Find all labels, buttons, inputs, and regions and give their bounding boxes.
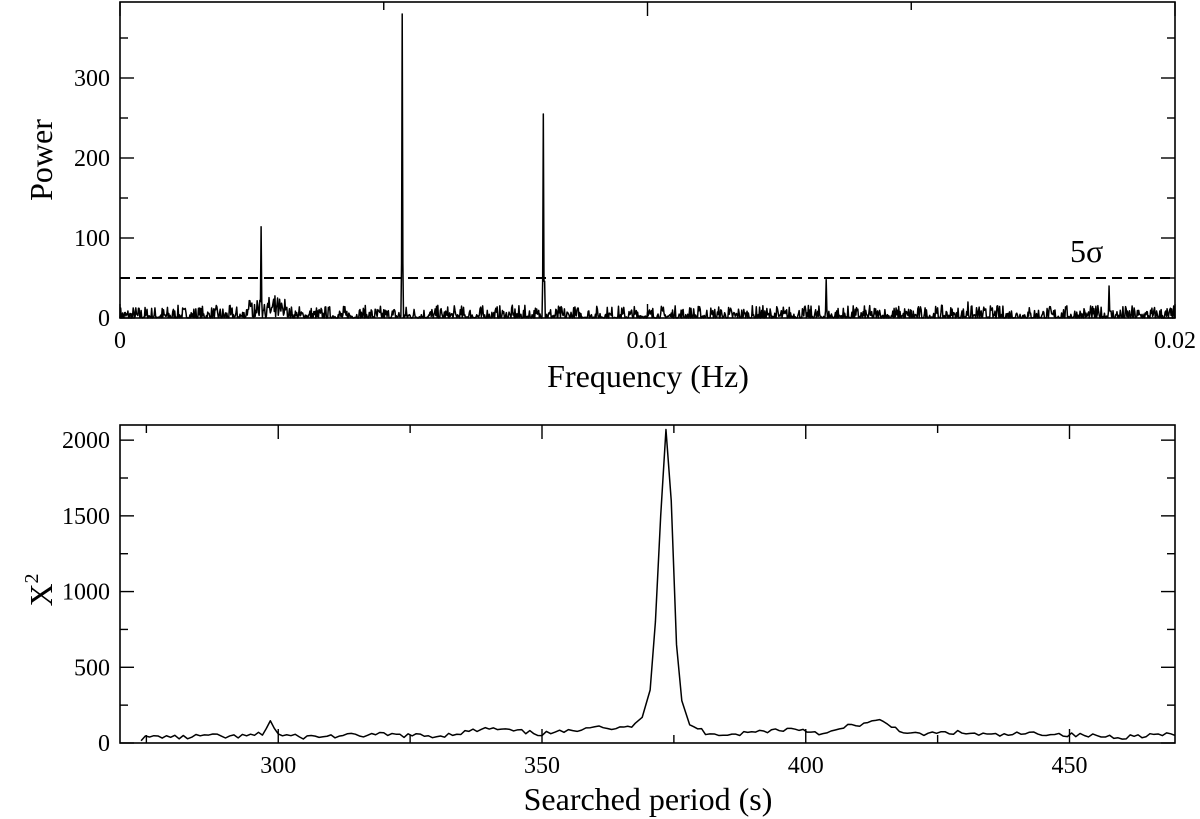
chi-square-x-tick-label: 300 xyxy=(260,753,296,779)
power-spectrum-x-tick-label: 0 xyxy=(114,328,126,354)
chi-square-y-tick-label: 0 xyxy=(98,731,110,757)
chi-square-y-tick-label: 500 xyxy=(74,655,110,681)
chi-square-axis-label-base: X xyxy=(23,583,59,606)
frequency-axis-label: Frequency (Hz) xyxy=(547,358,749,394)
chi-square-x-tick-label: 350 xyxy=(524,753,560,779)
power-spectrum-x-tick-label: 0.02 xyxy=(1154,328,1196,354)
chi-square-x-tick-label: 450 xyxy=(1052,753,1088,779)
power-spectrum-axes-frame xyxy=(119,1,1176,319)
chi-square-axis-label-text: X2 xyxy=(21,573,59,606)
power-spectrum-y-tick-label: 0 xyxy=(98,306,110,332)
power-spectrum-panel: 0 0.01 0.02 0 100 200 300 5σ Frequency (Hz) Po… xyxy=(23,1,1196,394)
chi-square-x-tick-label: 400 xyxy=(788,753,824,779)
power-spectrum-ticks xyxy=(119,2,1176,319)
chi-square-y-tick-label: 2000 xyxy=(62,428,110,454)
power-spectrum-y-tick-label: 100 xyxy=(74,226,110,252)
chi-square-ticks xyxy=(120,425,1175,744)
five-sigma-label: 5σ xyxy=(1070,233,1103,269)
power-spectrum-x-tick-label: 0.01 xyxy=(627,328,669,354)
chi-square-panel: 300 350 400 450 0 500 1000 1500 2000 Searched pe… xyxy=(21,424,1176,817)
power-spectrum-y-tick-label: 300 xyxy=(74,66,110,92)
chi-square-axis-label: X2 xyxy=(21,573,59,606)
power-spectrum-tick-labels: 0 0.01 0.02 0 100 200 300 xyxy=(74,66,1196,354)
chi-square-y-tick-label: 1500 xyxy=(62,504,110,530)
chi-square-y-tick-label: 1000 xyxy=(62,580,110,606)
chi-square-axes-frame xyxy=(119,424,1176,744)
power-spectrum-y-tick-label: 200 xyxy=(74,146,110,172)
chi-square-series xyxy=(140,428,1176,742)
searched-period-axis-label: Searched period (s) xyxy=(524,781,773,817)
chi-square-axis-label-superscript: 2 xyxy=(21,573,43,583)
power-axis-label: Power xyxy=(23,119,59,201)
power-spectrum-series xyxy=(119,13,1176,319)
chi-square-tick-labels: 300 350 400 450 0 500 1000 1500 2000 xyxy=(62,428,1088,779)
